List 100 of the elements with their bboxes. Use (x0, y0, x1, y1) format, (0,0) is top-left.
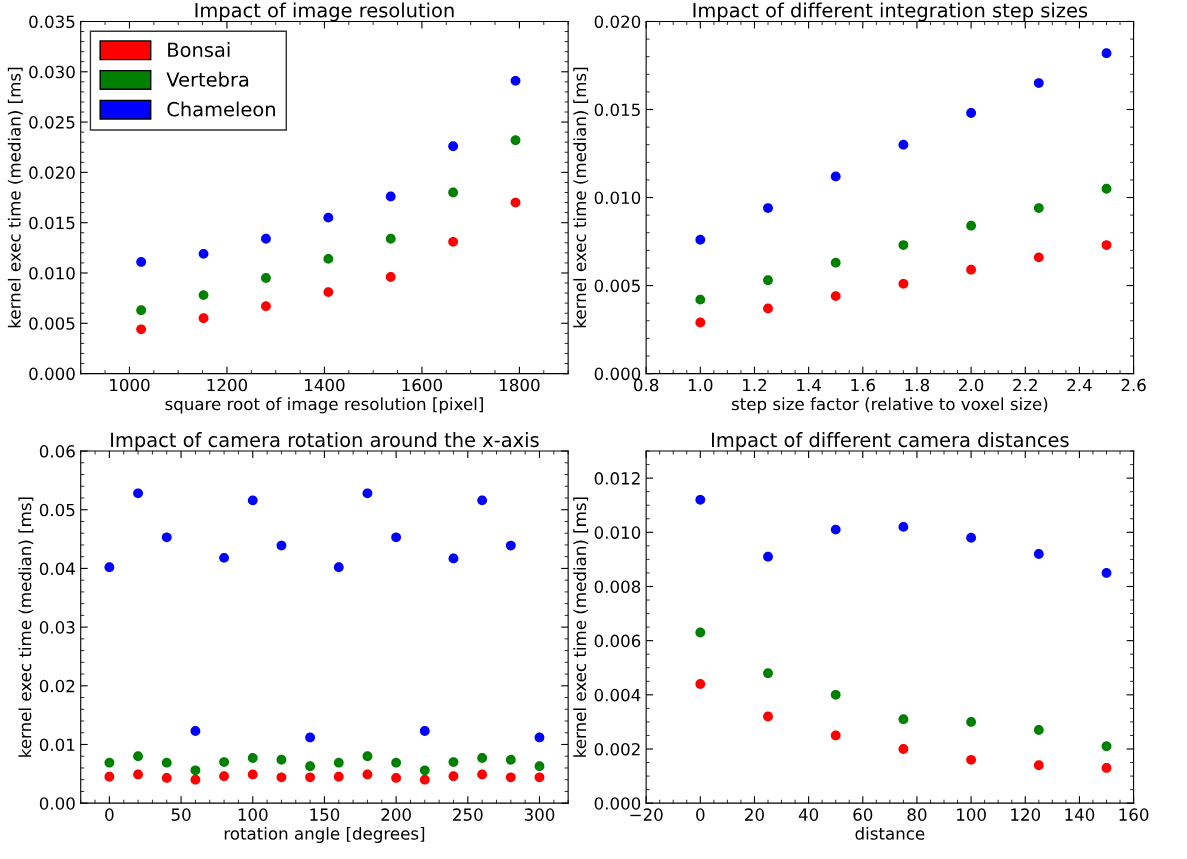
point (133, 751, 143, 762)
y-tick-label: 0.01 (39, 738, 75, 752)
point (898, 278, 909, 289)
y-tick-label: 0.002 (594, 742, 640, 756)
point (419, 765, 430, 776)
y-tick-label: 0.05 (39, 503, 75, 517)
point (695, 317, 706, 328)
y-tick-label: 0.010 (594, 526, 641, 539)
point (966, 532, 977, 543)
point (219, 771, 229, 782)
x-tick-label: 200 (381, 808, 411, 821)
chart-title: Impact of different camera distances (712, 432, 1069, 451)
y-tick-label: 0.006 (594, 634, 641, 648)
point (133, 769, 143, 780)
x-tick-label: 1.2 (743, 378, 767, 392)
y-axis-title: kernel exec time (median) [ms] (573, 67, 589, 328)
x-tick-label: 1400 (305, 378, 345, 392)
point (161, 757, 172, 768)
point (763, 551, 773, 562)
point (1033, 252, 1044, 263)
x-tick-label: 300 (524, 808, 555, 821)
point (505, 754, 516, 765)
legend-label: Bonsai (168, 42, 230, 58)
y-tick-label: 0.00 (39, 797, 75, 810)
point (247, 495, 258, 506)
point (1101, 183, 1112, 194)
point (419, 774, 430, 785)
point (966, 717, 977, 727)
point (391, 773, 402, 783)
point (763, 203, 773, 213)
point (448, 187, 459, 198)
y-axis-title: kernel exec time (median) [ms] (18, 497, 34, 757)
point (1101, 48, 1112, 59)
point (104, 771, 115, 782)
point (276, 754, 287, 765)
point (276, 772, 287, 783)
point (505, 772, 516, 783)
point (898, 744, 909, 754)
point (695, 294, 706, 305)
x-tick-label: 80 (907, 808, 927, 821)
point (219, 552, 229, 563)
point (323, 287, 334, 298)
point (830, 291, 841, 302)
x-tick-label: 2.0 (959, 378, 984, 392)
point (136, 257, 147, 267)
x-tick-label: 1800 (500, 378, 540, 392)
chart-title: Impact of different integration step sizes (693, 2, 1088, 22)
point (448, 771, 459, 782)
point (966, 220, 977, 231)
point (391, 532, 402, 543)
point (198, 248, 209, 259)
point (305, 732, 316, 743)
point (276, 540, 287, 551)
x-tick-label: 2.6 (1121, 378, 1146, 392)
x-tick-label: 40 (798, 808, 819, 821)
x-tick-label: 1000 (110, 378, 150, 392)
x-tick-label: 140 (1065, 808, 1095, 821)
y-tick-label: 0.008 (594, 580, 641, 594)
chart-title: Impact of image resolution (195, 2, 454, 22)
point (333, 771, 344, 782)
x-tick-label: 100 (238, 808, 268, 821)
point (161, 773, 172, 783)
chart-title: Impact of camera rotation around the x-axis (111, 432, 539, 451)
point (198, 290, 209, 301)
point (830, 730, 841, 741)
point (198, 313, 209, 324)
point (695, 494, 706, 505)
point (510, 197, 521, 208)
point (830, 524, 841, 535)
point (477, 753, 488, 763)
point (1033, 203, 1044, 213)
y-tick-label: 0.012 (594, 472, 640, 485)
point (966, 754, 977, 765)
point (1101, 240, 1112, 250)
y-tick-label: 0.000 (594, 797, 641, 810)
point (190, 726, 201, 736)
point (830, 257, 841, 268)
point (966, 108, 977, 118)
x-axis-title: step size factor (relative to voxel size) (731, 397, 1048, 414)
x-axis-title: distance (855, 826, 925, 840)
x-axis-title: rotation angle [degrees] (224, 826, 425, 844)
point (898, 714, 909, 725)
point (1033, 725, 1044, 735)
y-tick-label: 0.030 (29, 65, 75, 79)
x-axis-title: square root of image resolution [pixel] (165, 397, 483, 414)
point (695, 234, 706, 245)
point (695, 627, 706, 638)
point (1033, 549, 1044, 559)
point (136, 324, 147, 335)
x-tick-label: 2.4 (1067, 378, 1092, 392)
point (477, 769, 488, 780)
point (448, 236, 459, 247)
x-tick-label: 160 (1119, 808, 1149, 821)
y-tick-label: 0.005 (29, 317, 75, 330)
point (323, 212, 334, 223)
point (534, 732, 545, 743)
point (898, 240, 909, 250)
y-axis-title: kernel exec time (median) [ms] (573, 497, 589, 757)
y-tick-label: 0.03 (39, 621, 75, 634)
point (362, 751, 373, 762)
